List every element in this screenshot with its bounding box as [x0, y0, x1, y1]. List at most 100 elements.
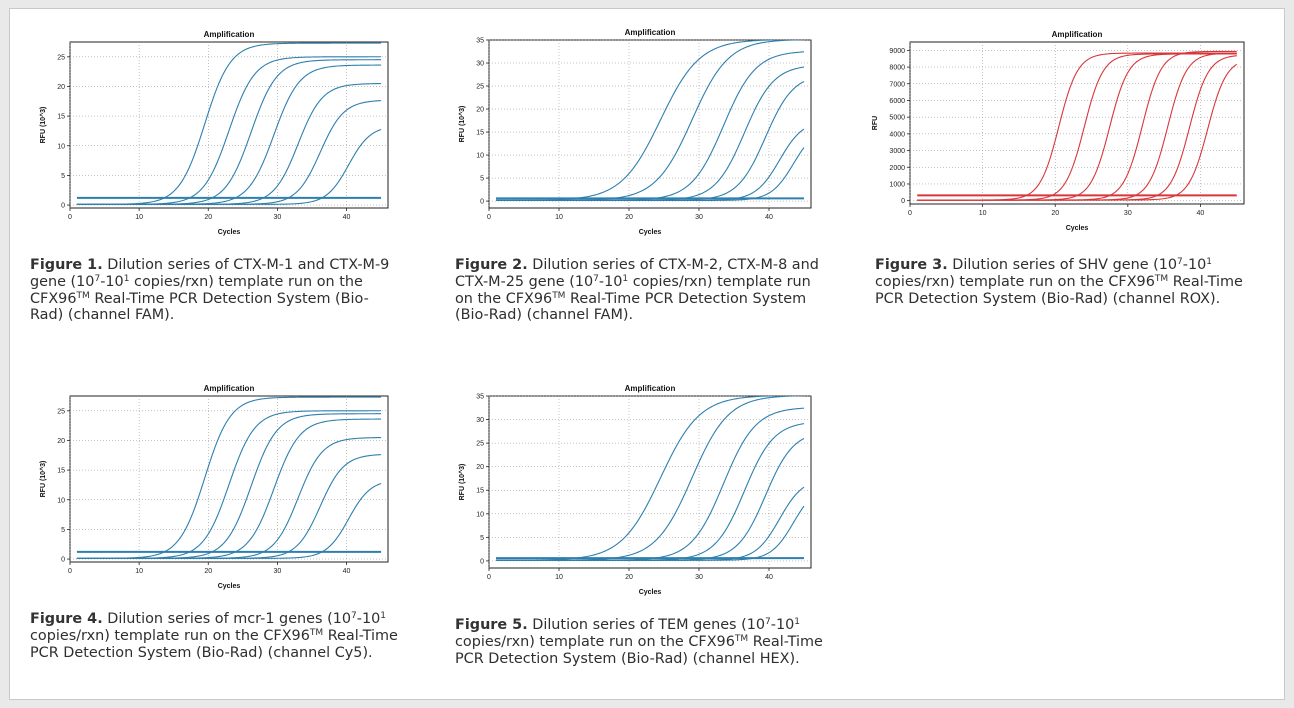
figure-5-label: Figure 5. [455, 617, 528, 633]
y-tick-label: 20 [476, 107, 484, 114]
amplification-curve-7 [76, 482, 382, 559]
chart-title: Amplification [625, 28, 676, 37]
y-tick-label: 5000 [889, 115, 905, 122]
y-tick-label: 7000 [889, 81, 905, 88]
amplification-chart-1: Amplification 0 5 10 15 20 25 0 10 20 30 40 Cycles RF… [39, 30, 389, 236]
x-tick-label: 20 [625, 574, 633, 581]
y-tick-label: 15 [476, 488, 484, 495]
figure-2-caption: Figure 2. Dilution series of CTX-M-2, CT… [455, 257, 819, 324]
plot-area [488, 395, 812, 569]
y-tick-label: 20 [57, 84, 65, 91]
x-tick-label: 10 [135, 214, 143, 221]
amplification-curve-7 [496, 505, 805, 561]
y-axis-label: RFU (10^3) [458, 106, 466, 143]
y-axis-label: RFU (10^3) [458, 464, 466, 501]
x-axis-label: Cycles [639, 589, 662, 596]
y-tick-label: 30 [476, 61, 484, 68]
plot-area [909, 41, 1245, 205]
plot-area [69, 41, 389, 209]
x-tick-label: 10 [555, 214, 563, 221]
x-tick-label: 40 [765, 574, 773, 581]
y-tick-label: 5 [61, 173, 65, 180]
plot-area [488, 39, 812, 209]
x-axis-label: Cycles [218, 583, 241, 590]
figure-3-caption: Figure 3. Dilution series of SHV gene (1… [875, 257, 1243, 307]
amplification-curve-7 [496, 147, 805, 201]
y-tick-label: 20 [57, 438, 65, 445]
y-tick-label: 25 [476, 84, 484, 91]
y-tick-label: 10 [476, 511, 484, 518]
amplification-curve-7 [76, 128, 382, 205]
y-tick-label: 10 [57, 497, 65, 504]
chart-title: Amplification [1052, 30, 1103, 39]
x-axis-label: Cycles [218, 229, 241, 236]
figure-4-caption: Figure 4. Dilution series of mcr-1 genes… [30, 611, 398, 661]
x-tick-label: 20 [204, 568, 212, 575]
y-tick-label: 5 [480, 176, 484, 183]
y-tick-label: 9000 [889, 48, 905, 55]
y-axis-label: RFU (10^3) [39, 461, 47, 498]
y-tick-label: 15 [57, 468, 65, 475]
x-tick-label: 20 [1051, 210, 1059, 217]
chart-title: Amplification [204, 384, 255, 393]
y-tick-label: 10 [57, 143, 65, 150]
x-tick-label: 0 [487, 214, 491, 221]
x-tick-label: 10 [555, 574, 563, 581]
y-tick-label: 6000 [889, 98, 905, 105]
amplification-curve-7 [917, 63, 1238, 201]
amplification-chart-4: Amplification 0 5 10 15 20 25 0 10 20 30 40 Cycles RF… [39, 384, 389, 590]
y-tick-label: 5 [61, 527, 65, 534]
figure-1-caption: Figure 1. Dilution series of CTX-M-1 and… [30, 257, 390, 324]
plot-area [69, 395, 389, 563]
y-tick-label: 4000 [889, 131, 905, 138]
x-tick-label: 10 [979, 210, 987, 217]
y-tick-label: 10 [476, 153, 484, 160]
y-tick-label: 15 [57, 114, 65, 121]
x-tick-label: 40 [1197, 210, 1205, 217]
y-tick-label: 2000 [889, 165, 905, 172]
x-tick-label: 30 [273, 568, 281, 575]
y-tick-label: 25 [476, 441, 484, 448]
x-tick-label: 0 [487, 574, 491, 581]
figure-2-label: Figure 2. [455, 257, 528, 273]
amplification-chart-3: Amplification 0 1000 2000 3000 4000 5000 6000 70… [872, 30, 1245, 232]
y-axis-label: RFU [872, 116, 879, 130]
y-tick-label: 25 [57, 408, 65, 415]
y-tick-label: 3000 [889, 148, 905, 155]
y-axis-label: RFU (10^3) [39, 107, 47, 144]
figure-1-label: Figure 1. [30, 257, 103, 273]
x-tick-label: 20 [625, 214, 633, 221]
x-tick-label: 0 [68, 214, 72, 221]
y-tick-label: 20 [476, 464, 484, 471]
y-tick-label: 35 [476, 38, 484, 45]
x-tick-label: 40 [343, 568, 351, 575]
figure-5-caption: Figure 5. Dilution series of TEM genes (… [455, 617, 823, 667]
x-tick-label: 0 [68, 568, 72, 575]
figure-4-label: Figure 4. [30, 611, 103, 627]
y-tick-label: 0 [901, 198, 905, 205]
x-axis-label: Cycles [1066, 225, 1089, 232]
x-tick-label: 30 [273, 214, 281, 221]
y-tick-label: 35 [476, 394, 484, 401]
y-tick-label: 25 [57, 54, 65, 61]
y-tick-label: 0 [61, 557, 65, 564]
x-tick-label: 30 [695, 214, 703, 221]
amplification-chart-5: Amplification 0 5 10 15 20 25 30 35 0 10 20 30 40 Cycl… [458, 384, 812, 596]
y-tick-label: 1000 [889, 181, 905, 188]
x-tick-label: 40 [765, 214, 773, 221]
x-tick-label: 40 [343, 214, 351, 221]
y-tick-label: 5 [480, 535, 484, 542]
y-tick-label: 15 [476, 130, 484, 137]
chart-title: Amplification [625, 384, 676, 393]
y-tick-label: 8000 [889, 65, 905, 72]
x-axis-label: Cycles [639, 229, 662, 236]
x-tick-label: 20 [204, 214, 212, 221]
x-tick-label: 30 [695, 574, 703, 581]
y-tick-label: 0 [480, 558, 484, 565]
y-tick-label: 0 [61, 203, 65, 210]
x-tick-label: 10 [135, 568, 143, 575]
y-tick-label: 30 [476, 417, 484, 424]
chart-title: Amplification [204, 30, 255, 39]
x-tick-label: 0 [908, 210, 912, 217]
figure-3-label: Figure 3. [875, 257, 948, 273]
